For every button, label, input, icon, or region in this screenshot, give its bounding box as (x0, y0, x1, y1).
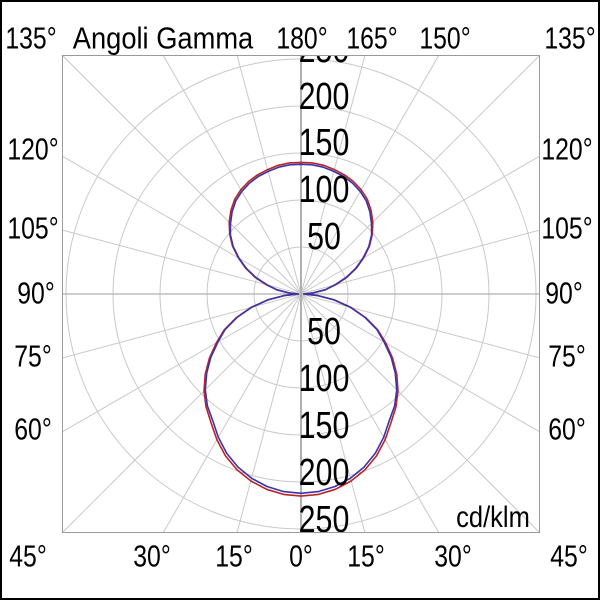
gamma-angle-label: 75° (548, 338, 586, 374)
angle-grid-line (300, 293, 439, 532)
angle-grid-line (63, 293, 302, 432)
chart-title: Angoli Gamma (72, 20, 254, 56)
gamma-angle-label: 180° (276, 20, 328, 56)
angle-grid-line (300, 56, 366, 295)
gamma-angle-label: 75° (14, 338, 52, 374)
radial-tick-label: 100 (298, 169, 350, 211)
gamma-angle-label: 105° (7, 210, 59, 246)
gamma-angle-label: 45° (550, 538, 588, 574)
gamma-angle-label: 90° (17, 275, 55, 311)
angle-grid-line (300, 156, 539, 295)
gamma-angle-label: 15° (347, 538, 385, 574)
angle-grid-line (300, 56, 439, 295)
curve-c90-c270 (204, 163, 398, 495)
radial-tick-label: 150 (298, 405, 350, 447)
radial-tick-label: 50 (307, 311, 341, 353)
curve-c0-c180 (203, 161, 399, 497)
gamma-angle-label: 90° (545, 275, 583, 311)
gamma-angle-label: 135° (5, 20, 57, 56)
angle-grid-line (300, 293, 539, 359)
angle-grid-line (63, 229, 302, 295)
radial-tick-label: 50 (307, 216, 341, 258)
angle-grid-line (236, 293, 302, 532)
gamma-angle-label: 60° (548, 411, 586, 447)
gamma-angle-label: 30° (434, 538, 472, 574)
angle-grid-line (300, 293, 539, 532)
polar-plot-area: 2502001501005050100150200250 cd/klm (62, 55, 540, 533)
angle-grid-line (63, 156, 302, 295)
radial-tick-label: 200 (298, 76, 350, 118)
gamma-angle-label: 120° (7, 131, 59, 167)
angle-grid-line (300, 293, 539, 432)
angle-grid-line (236, 56, 302, 295)
radial-tick-label: 250 (298, 499, 350, 533)
angle-grid-line (300, 293, 366, 532)
radial-tick-label: 100 (298, 358, 350, 400)
angle-grid-line (63, 56, 302, 295)
gamma-angle-label: 135° (544, 20, 596, 56)
angle-grid-line (300, 56, 539, 295)
gamma-angle-label: 105° (541, 210, 593, 246)
polar-grid-and-curves (63, 56, 539, 532)
radial-tick-label: 250 (299, 56, 350, 69)
angle-grid-line (63, 293, 302, 359)
radial-tick-label: 200 (298, 452, 350, 494)
gamma-angle-label: 0° (289, 538, 313, 574)
gamma-angle-label: 15° (215, 538, 253, 574)
gamma-angle-label: 45° (9, 538, 47, 574)
gamma-angle-label: 30° (133, 538, 171, 574)
angle-grid-line (163, 293, 302, 532)
gamma-angle-label: 60° (14, 411, 52, 447)
unit-label: cd/klm (456, 501, 530, 533)
radial-tick-label: 150 (298, 122, 350, 164)
gamma-angle-label: 120° (541, 131, 593, 167)
gamma-angle-label: 150° (419, 20, 471, 56)
angle-grid-line (300, 229, 539, 295)
angle-grid-line (163, 56, 302, 295)
angle-grid-line (63, 293, 302, 532)
gamma-angle-label: 165° (346, 20, 398, 56)
